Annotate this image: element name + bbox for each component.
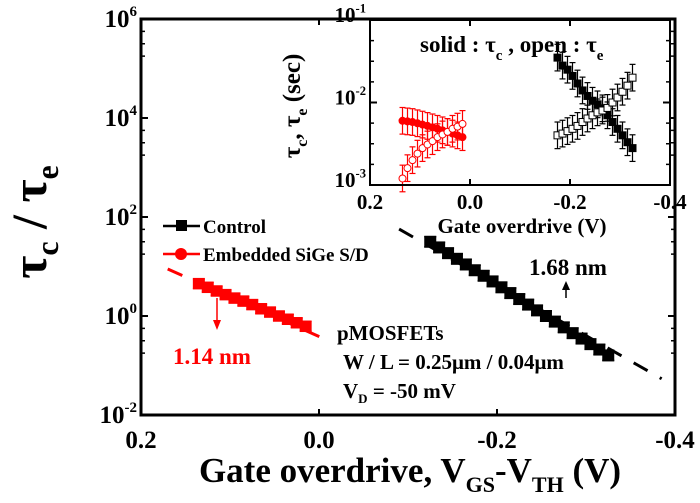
legend-marker-sige	[175, 248, 187, 260]
inset-data-point	[618, 131, 627, 140]
inset-data-point	[608, 118, 617, 127]
legend-label-control: Control	[203, 217, 266, 238]
data-point-sige	[255, 303, 268, 314]
data-point-sige	[281, 314, 294, 325]
y-axis-label: τc / τe	[1, 165, 65, 278]
data-point-control	[504, 287, 517, 300]
inset-x-tick-label: 0.2	[357, 190, 383, 214]
annotation-device: pMOSFETs	[337, 321, 444, 345]
main-x-tick-label: 0.2	[125, 427, 156, 454]
main-y-tick-label: 106	[105, 4, 138, 33]
inset-y-tick-label: 10-3	[335, 167, 367, 192]
legend-label-sige: Embedded SiGe S/D	[203, 245, 369, 266]
legend-marker-control	[176, 220, 187, 231]
inset-data-point	[613, 124, 622, 133]
inset-data-point	[613, 93, 622, 102]
inset-data-point	[458, 119, 467, 128]
main-y-tick-label: 10-2	[100, 400, 138, 429]
x-axis-label: Gate overdrive, VGS-VTH (V)	[199, 451, 621, 497]
inset-data-point	[578, 86, 587, 95]
arrow-down-icon	[213, 320, 221, 330]
main-x-tick-label: -0.4	[655, 427, 695, 454]
data-point-sige	[237, 296, 250, 307]
inset-data-point	[398, 174, 407, 183]
data-point-sige	[264, 307, 277, 318]
inset-title: solid : τc , open : τe	[420, 32, 604, 64]
inset-data-point	[408, 156, 417, 165]
inset-data-point	[608, 98, 617, 107]
inset-data-point	[563, 65, 572, 74]
annotation-black-thickness: 1.68 nm	[529, 255, 607, 280]
main-x-tick-label: 0.0	[303, 427, 334, 454]
inset-y-tick-label: 10-2	[335, 84, 367, 109]
main-y-tick-label: 104	[105, 103, 138, 132]
annotation-red-thickness: 1.14 nm	[173, 344, 251, 369]
inset-data-point	[413, 149, 422, 158]
main-x-tick-label: -0.2	[477, 427, 517, 454]
inset-x-tick-label: -0.4	[653, 190, 687, 214]
inset-data-point	[628, 73, 637, 82]
arrow-up-icon	[562, 281, 570, 290]
main-y-tick-label: 102	[105, 202, 138, 231]
data-point-control	[450, 252, 463, 265]
data-point-sige	[299, 321, 312, 332]
inset-y-tick-label: 10-1	[335, 2, 367, 27]
inset-data-point	[558, 61, 567, 70]
data-point-sige	[246, 299, 259, 310]
inset-data-point	[618, 87, 627, 96]
inset-data-point	[553, 53, 562, 62]
inset-x-tick-label: 0.0	[457, 190, 483, 214]
data-point-sige	[210, 285, 223, 296]
legend: Control Embedded SiGe S/D	[163, 217, 369, 266]
data-point-control	[602, 349, 615, 362]
inset-data-point	[568, 71, 577, 80]
inset-x-axis-label: Gate overdrive (V)	[437, 214, 606, 238]
data-point-sige	[228, 293, 241, 304]
inset-data-point	[583, 91, 592, 100]
inset-y-axis-label: τc, τe (sec)	[279, 54, 311, 159]
inset-background	[370, 20, 670, 185]
data-point-sige	[290, 317, 303, 328]
annotation-wl: W / L = 0.25μm / 0.04μm	[343, 350, 564, 374]
data-point-sige	[192, 278, 205, 289]
inset-data-point	[573, 79, 582, 88]
inset-plot-frame	[369, 19, 671, 186]
annotation-vd: VD = -50 mV	[343, 379, 456, 406]
data-point-sige	[272, 311, 285, 321]
inset-x-tick-label: -0.2	[553, 190, 586, 214]
data-point-sige	[201, 282, 214, 293]
main-y-tick-label: 100	[105, 301, 138, 330]
inset-data-point	[623, 138, 632, 147]
inset-data-point	[628, 144, 637, 153]
data-point-sige	[219, 289, 232, 300]
inset-data-point	[623, 81, 632, 90]
inset-data-point	[403, 164, 412, 173]
inset-data-point	[603, 103, 612, 112]
